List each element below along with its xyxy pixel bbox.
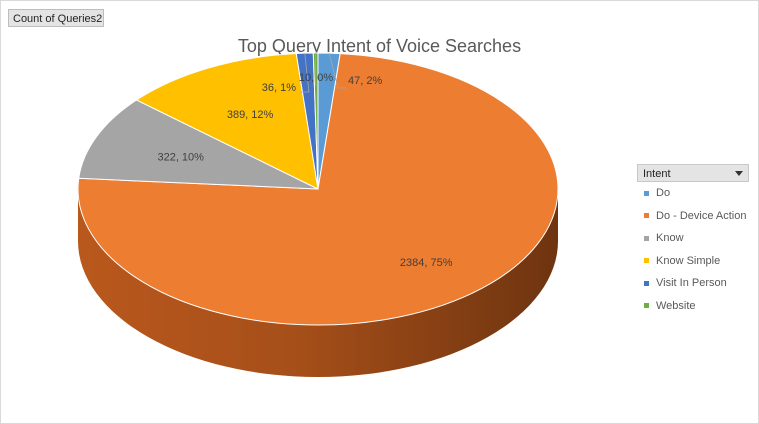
legend-header[interactable]: Intent bbox=[637, 164, 749, 182]
data-label-visit-in-person: 36, 1% bbox=[262, 82, 296, 94]
legend-item-website[interactable]: Website bbox=[637, 295, 749, 318]
data-label-know-simple: 389, 12% bbox=[227, 109, 274, 121]
data-label-do-device-action: 2384, 75% bbox=[400, 257, 453, 269]
data-label-do: 47, 2% bbox=[348, 75, 382, 87]
pie-side-do-device-action[interactable] bbox=[78, 189, 558, 377]
pie-slice-know-simple[interactable] bbox=[135, 53, 319, 190]
pie-slice-know[interactable] bbox=[78, 99, 319, 190]
legend-label: Do - Device Action bbox=[656, 209, 747, 222]
legend-label: Know Simple bbox=[656, 254, 721, 267]
data-label-know: 322, 10% bbox=[157, 151, 204, 163]
dropdown-arrow-icon[interactable] bbox=[735, 171, 743, 176]
legend-item-do-device-action[interactable]: Do - Device Action bbox=[637, 205, 749, 228]
legend-label: Know bbox=[656, 232, 684, 245]
legend: Intent Do Do - Device Action Know Know Simp… bbox=[637, 164, 749, 317]
legend-item-know-simple[interactable]: Know Simple bbox=[637, 250, 749, 273]
legend-label: Visit In Person bbox=[656, 277, 727, 290]
leader-line-visit-in-person bbox=[300, 53, 310, 93]
data-label-website: 10, 0% bbox=[299, 72, 333, 84]
leader-line-do bbox=[328, 53, 346, 89]
legend-swatch-know bbox=[644, 235, 649, 241]
legend-swatch-do bbox=[644, 190, 649, 196]
legend-label: Website bbox=[656, 299, 696, 312]
legend-swatch-know-simple bbox=[644, 258, 649, 264]
legend-header-label: Intent bbox=[643, 168, 671, 180]
chart-title: Top Query Intent of Voice Searches bbox=[237, 36, 522, 56]
pie-slice-website[interactable] bbox=[312, 52, 319, 190]
legend-swatch-visit-in-person bbox=[644, 280, 649, 286]
pivot-field-button[interactable]: Count of Queries2 bbox=[8, 9, 104, 27]
legend-swatch-do-device-action bbox=[644, 213, 649, 219]
legend-item-know[interactable]: Know bbox=[637, 227, 749, 250]
legend-label: Do bbox=[656, 187, 671, 200]
legend-swatch-website bbox=[644, 303, 649, 309]
legend-item-do[interactable]: Do bbox=[637, 182, 749, 205]
legend-item-visit-in-person[interactable]: Visit In Person bbox=[637, 272, 749, 295]
